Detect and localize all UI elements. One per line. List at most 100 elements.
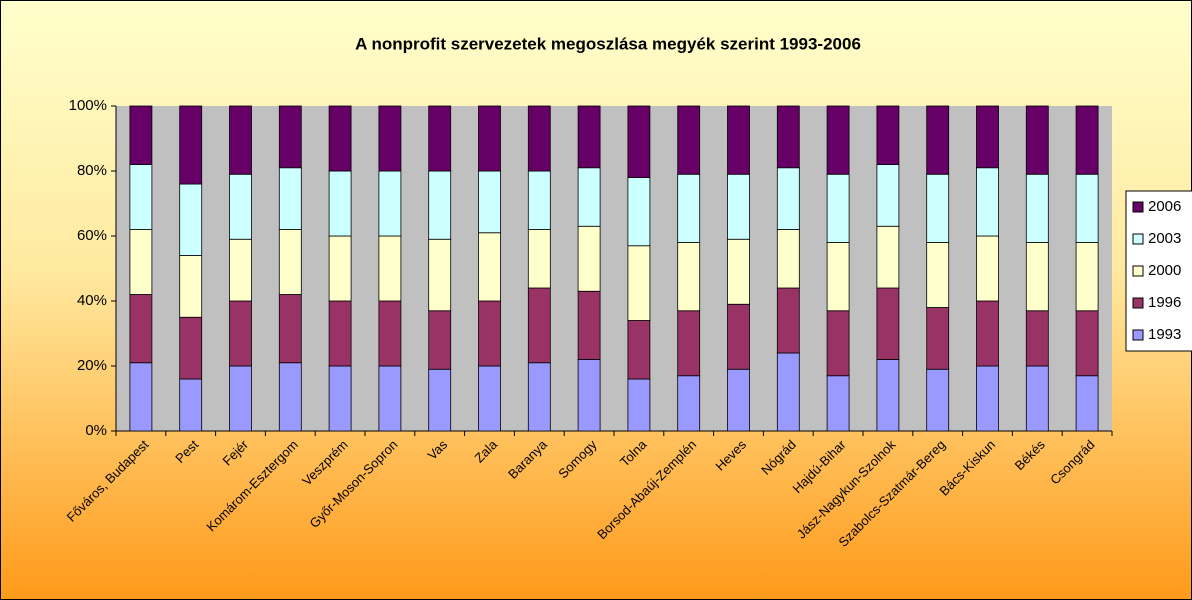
bar-segment bbox=[577, 225, 601, 292]
bar-segment bbox=[129, 105, 153, 165]
bar-segment bbox=[428, 368, 452, 432]
bar-segment bbox=[627, 320, 651, 380]
bar-segment bbox=[1075, 173, 1099, 243]
bar-segment bbox=[826, 375, 850, 432]
bar-segment bbox=[527, 229, 551, 289]
bar-segment bbox=[876, 105, 900, 165]
bar-segment bbox=[527, 170, 551, 230]
bar-segment bbox=[229, 105, 252, 175]
bar-segment bbox=[1025, 310, 1049, 367]
bar-segment bbox=[378, 365, 402, 432]
bar-segment bbox=[478, 105, 501, 172]
bar-segment bbox=[328, 170, 352, 237]
bar-segment bbox=[1025, 105, 1049, 175]
legend-swatch bbox=[1132, 329, 1144, 341]
bar-segment bbox=[278, 229, 302, 295]
bar-segment bbox=[677, 375, 701, 432]
bar-segment bbox=[776, 287, 800, 354]
bar-segment bbox=[776, 352, 800, 432]
bar-segment bbox=[976, 300, 999, 367]
bar-segment bbox=[627, 105, 651, 178]
bar-segment bbox=[677, 173, 701, 243]
bar-segment bbox=[677, 310, 701, 377]
bar-segment bbox=[1075, 375, 1099, 432]
bar-segment bbox=[428, 170, 452, 240]
y-tick-label: 80% bbox=[77, 162, 107, 179]
bar-segment bbox=[527, 287, 551, 364]
bar-segment bbox=[478, 232, 501, 302]
bar-segment bbox=[926, 173, 950, 243]
bar-segment bbox=[627, 177, 651, 247]
bar-segment bbox=[328, 300, 352, 367]
bar-segment bbox=[577, 105, 601, 169]
legend-swatch bbox=[1132, 265, 1144, 277]
bar-segment bbox=[826, 242, 850, 312]
bar-segment bbox=[378, 170, 402, 237]
bar-segment bbox=[826, 105, 850, 175]
bar-segment bbox=[727, 368, 750, 432]
y-tick-label: 0% bbox=[85, 422, 107, 439]
bar-segment bbox=[976, 167, 999, 237]
bar-segment bbox=[378, 235, 402, 302]
bar-segment bbox=[826, 173, 850, 243]
bar-segment bbox=[776, 229, 800, 289]
bar-segment bbox=[577, 290, 601, 360]
bar-segment bbox=[428, 105, 452, 172]
bar-segment bbox=[129, 164, 153, 230]
bar-segment bbox=[378, 300, 402, 367]
bar-segment bbox=[229, 365, 252, 432]
bar-segment bbox=[776, 105, 800, 169]
bar-segment bbox=[1025, 365, 1049, 432]
bar-segment bbox=[577, 167, 601, 227]
bar-segment bbox=[876, 164, 900, 227]
bar-segment bbox=[876, 287, 900, 360]
y-tick-label: 40% bbox=[77, 292, 107, 309]
bar-segment bbox=[478, 300, 501, 367]
legend-swatch bbox=[1132, 297, 1144, 309]
bar-segment bbox=[229, 300, 252, 367]
plot-area bbox=[116, 106, 1112, 431]
bar-segment bbox=[129, 229, 153, 295]
bar-segment bbox=[328, 235, 352, 302]
bar-segment bbox=[577, 359, 601, 432]
bar-segment bbox=[876, 225, 900, 289]
bar-segment bbox=[527, 362, 551, 432]
bar-segment bbox=[179, 105, 203, 185]
bar-segment bbox=[1075, 310, 1099, 377]
bar-segment bbox=[1075, 105, 1099, 175]
bar-segment bbox=[876, 359, 900, 432]
chart-title: A nonprofit szervezetek megoszlása megyé… bbox=[355, 34, 861, 53]
bar-segment bbox=[278, 105, 302, 169]
bar-segment bbox=[328, 105, 352, 172]
bar-segment bbox=[677, 105, 701, 175]
bar-segment bbox=[727, 238, 750, 305]
bar-segment bbox=[727, 303, 750, 370]
y-tick-label: 20% bbox=[77, 357, 107, 374]
legend-swatch bbox=[1132, 233, 1144, 245]
legend-label: 1993 bbox=[1148, 326, 1181, 343]
bar-segment bbox=[627, 378, 651, 432]
legend-swatch bbox=[1132, 201, 1144, 213]
bar-segment bbox=[179, 255, 203, 318]
y-tick-label: 60% bbox=[77, 227, 107, 244]
bar-segment bbox=[527, 105, 551, 172]
bar-segment bbox=[378, 105, 402, 172]
bar-segment bbox=[129, 362, 153, 432]
bar-segment bbox=[179, 378, 203, 432]
legend-label: 2003 bbox=[1148, 230, 1181, 247]
bar-segment bbox=[976, 105, 999, 169]
bar-segment bbox=[229, 238, 252, 302]
bar-segment bbox=[179, 183, 203, 256]
bar-segment bbox=[727, 173, 750, 240]
bar-segment bbox=[677, 242, 701, 312]
bar-segment bbox=[478, 170, 501, 234]
bar-segment bbox=[428, 310, 452, 370]
legend-label: 1996 bbox=[1148, 294, 1181, 311]
bar-segment bbox=[278, 294, 302, 364]
bar-segment bbox=[1025, 242, 1049, 312]
bar-segment bbox=[328, 365, 352, 432]
bar-segment bbox=[1075, 242, 1099, 312]
bar-segment bbox=[776, 167, 800, 230]
bar-segment bbox=[976, 365, 999, 432]
